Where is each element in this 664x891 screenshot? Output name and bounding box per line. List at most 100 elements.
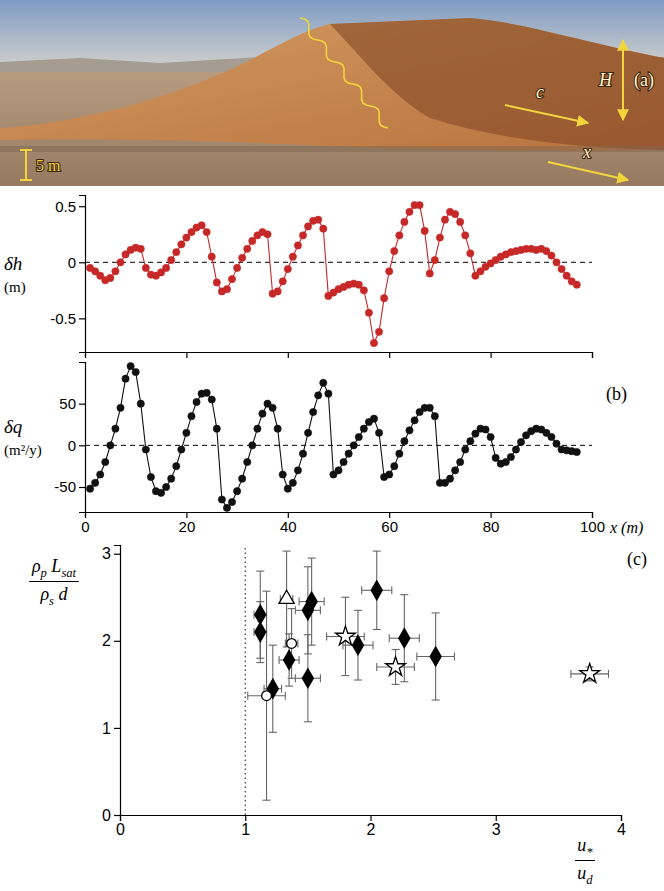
tick: 3 — [102, 545, 120, 562]
data-point — [249, 442, 256, 449]
tick: 20 — [179, 512, 196, 535]
axis-line — [79, 363, 86, 513]
tick-label: 1 — [102, 720, 111, 737]
tick-label: -50 — [54, 478, 76, 495]
data-point — [573, 281, 580, 288]
tick-label: 50 — [59, 395, 76, 412]
data-point — [299, 450, 306, 457]
tick-label: 0 — [68, 437, 76, 454]
scale-cap — [20, 149, 32, 151]
error-bar-cap — [400, 681, 408, 682]
plot-area — [245, 545, 608, 815]
data-point — [340, 458, 347, 465]
tick: 60 — [381, 512, 398, 535]
error-bar-cap — [281, 685, 282, 693]
tick-mark — [79, 206, 85, 207]
data-point — [255, 623, 266, 642]
tick-label: 0.5 — [55, 198, 76, 215]
tick-mark — [496, 815, 497, 821]
data-point — [294, 242, 301, 249]
tick-mark — [245, 815, 246, 821]
data-point — [558, 265, 565, 272]
tick-label: 0 — [81, 518, 89, 535]
data-point — [279, 590, 294, 603]
text-run: ρ — [31, 556, 41, 576]
data-point — [370, 415, 377, 422]
error-bar-cap — [320, 674, 321, 682]
error-bar-cap — [263, 591, 271, 592]
error-bar-cap — [288, 608, 296, 609]
axis-line — [114, 546, 121, 816]
data-point — [426, 404, 433, 411]
data-point — [233, 264, 240, 271]
data-point — [457, 458, 464, 465]
data-point — [421, 227, 428, 234]
tick-mark — [288, 352, 289, 358]
axis: -50 0 50 — [54, 363, 85, 513]
tick-mark — [85, 352, 86, 358]
error-bar-cap — [256, 601, 264, 602]
axis: -0.500.5 — [50, 196, 85, 353]
data-point — [244, 458, 251, 465]
text-run: d — [54, 584, 69, 604]
data-point — [325, 390, 332, 397]
data-point — [457, 218, 464, 225]
data-point — [228, 498, 235, 505]
text-run: u — [577, 835, 586, 855]
data-point — [436, 234, 443, 241]
scatter-panel: 012301234(c) — [102, 545, 647, 838]
axis-title: δh — [4, 253, 22, 274]
data-point — [127, 363, 134, 370]
data-point — [183, 429, 190, 436]
tick-label: 3 — [102, 545, 111, 562]
scale-bar — [25, 150, 27, 180]
photo — [0, 0, 664, 186]
tick — [592, 352, 593, 358]
panel-label: (b) — [606, 384, 627, 405]
data-point — [431, 256, 438, 263]
figure-root: 5 mcHx(a)-0.500.5δh(m)(b)-50050020406080… — [0, 0, 664, 891]
error-bar-cap — [304, 566, 312, 567]
data-point — [147, 473, 154, 480]
data-point — [178, 446, 185, 453]
data-point — [365, 309, 372, 316]
data-point — [451, 210, 458, 217]
data-point — [264, 231, 271, 238]
data-point — [375, 328, 382, 335]
tick — [186, 352, 187, 358]
tick-label: 60 — [381, 518, 398, 535]
subscript: p — [40, 566, 47, 580]
data-point — [97, 471, 104, 478]
error-bar-cap — [263, 800, 271, 801]
data-point — [262, 691, 272, 701]
tick: 2 — [367, 815, 376, 838]
data-point — [193, 398, 200, 405]
data-point — [580, 664, 600, 683]
data-point — [304, 429, 311, 436]
error-bar-cap — [304, 634, 312, 635]
error-bar-cap — [297, 639, 298, 647]
data-point — [178, 241, 185, 248]
error-bar-cap — [373, 629, 381, 630]
data-point — [548, 252, 555, 259]
tick: 50 — [59, 395, 85, 412]
tick-mark — [79, 318, 85, 319]
data-point — [462, 446, 469, 453]
reference-line — [245, 545, 246, 815]
line-panel: -0.500.5δh(m)(b) — [4, 196, 627, 406]
subscript: * — [586, 845, 593, 859]
tick: 1 — [102, 720, 120, 737]
error-bar-x — [248, 692, 286, 700]
crest-line — [300, 18, 388, 128]
error-bar-cap — [269, 645, 277, 646]
data-point — [173, 249, 180, 256]
axis-title: (m²/y) — [4, 442, 42, 459]
error-bar-cap — [400, 594, 408, 595]
data-point — [137, 245, 144, 252]
data-point — [517, 438, 524, 445]
photo-label: c — [536, 82, 544, 102]
data-point — [441, 216, 448, 223]
data-point — [274, 425, 281, 432]
data-point — [284, 650, 295, 669]
data-point — [306, 592, 317, 611]
